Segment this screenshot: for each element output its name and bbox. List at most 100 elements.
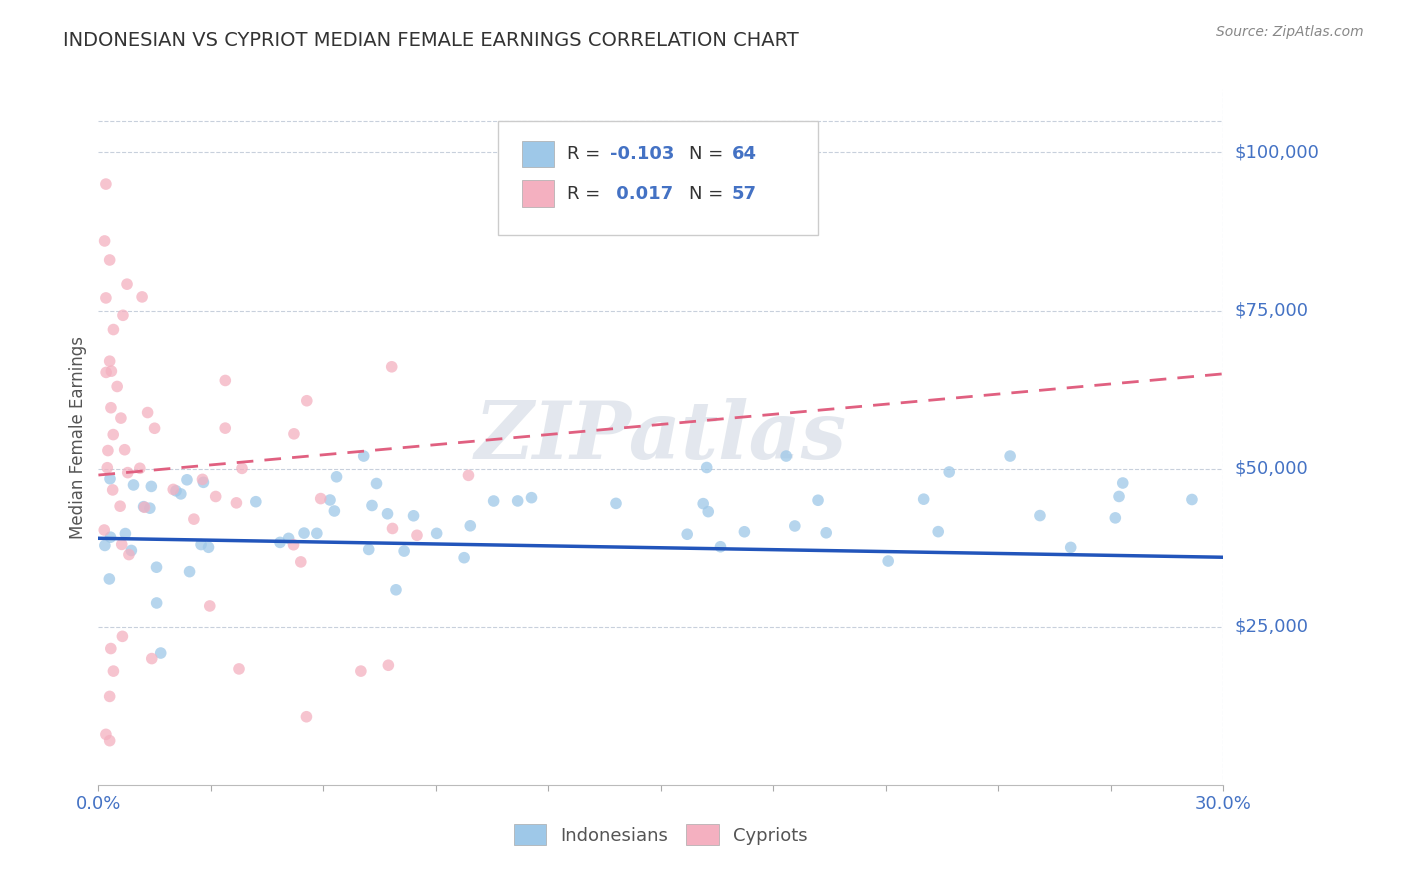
Point [100, 364, 122, 378]
Point [204, 490, 226, 504]
Point [295, 710, 318, 724]
Point [305, 526, 328, 541]
Point [93, 234, 115, 248]
Point [295, 393, 318, 408]
Point [453, 550, 475, 565]
Point [94, 727, 117, 741]
Point [269, 535, 291, 549]
Point [377, 507, 399, 521]
Point [100, 530, 122, 544]
Point [143, 421, 166, 435]
Point [325, 470, 347, 484]
Point [676, 527, 699, 541]
Point [149, 646, 172, 660]
Text: INDONESIAN VS CYPRIOT MEDIAN FEMALE EARNINGS CORRELATION CHART: INDONESIAN VS CYPRIOT MEDIAN FEMALE EARN… [63, 31, 799, 50]
Point [193, 475, 215, 490]
Point [998, 449, 1021, 463]
Point [361, 499, 384, 513]
Point [457, 468, 479, 483]
Point [807, 493, 830, 508]
Point [94, 177, 117, 191]
Legend: Indonesians, Cypriots: Indonesians, Cypriots [506, 817, 815, 853]
Point [709, 540, 731, 554]
Point [114, 526, 136, 541]
FancyBboxPatch shape [498, 120, 818, 235]
Point [98, 690, 121, 704]
Text: $50,000: $50,000 [1234, 459, 1308, 478]
Point [927, 524, 949, 539]
Point [179, 565, 201, 579]
Point [120, 543, 142, 558]
Point [696, 460, 718, 475]
Point [938, 465, 960, 479]
Point [141, 479, 163, 493]
Point [191, 472, 214, 486]
Point [198, 599, 221, 613]
Point [93, 523, 115, 537]
Point [111, 629, 134, 643]
Text: -0.103: -0.103 [610, 145, 675, 163]
Point [176, 473, 198, 487]
Point [877, 554, 900, 568]
Point [912, 492, 935, 507]
Point [101, 483, 124, 497]
Text: $75,000: $75,000 [1234, 301, 1309, 319]
Point [350, 664, 373, 678]
Point [402, 508, 425, 523]
Point [458, 518, 481, 533]
Text: 0.017: 0.017 [610, 185, 673, 202]
Point [385, 582, 408, 597]
Point [1029, 508, 1052, 523]
Point [228, 662, 250, 676]
Point [98, 733, 121, 747]
Point [136, 405, 159, 419]
Point [100, 641, 122, 656]
Point [122, 478, 145, 492]
Point [145, 596, 167, 610]
Bar [523, 141, 554, 167]
Point [1060, 541, 1083, 555]
Point [520, 491, 543, 505]
Text: ZIPatlas: ZIPatlas [475, 399, 846, 475]
Point [100, 401, 122, 415]
Point [110, 411, 132, 425]
Point [292, 526, 315, 541]
Point [111, 537, 134, 551]
Point [381, 521, 404, 535]
Point [165, 483, 187, 498]
Point [406, 528, 429, 542]
Point [775, 449, 797, 463]
Point [697, 505, 720, 519]
Point [128, 461, 150, 475]
Point [1112, 475, 1135, 490]
Point [605, 496, 627, 510]
Point [506, 494, 529, 508]
Text: Source: ZipAtlas.com: Source: ZipAtlas.com [1216, 25, 1364, 39]
Point [1108, 490, 1130, 504]
Point [114, 442, 136, 457]
Point [94, 538, 117, 552]
Text: 57: 57 [731, 185, 756, 202]
Point [98, 572, 121, 586]
Point [183, 512, 205, 526]
Point [103, 427, 125, 442]
Point [290, 555, 312, 569]
Point [319, 493, 342, 508]
Point [392, 544, 415, 558]
Point [353, 449, 375, 463]
Y-axis label: Median Female Earnings: Median Female Earnings [69, 335, 87, 539]
Point [132, 500, 155, 514]
Text: N =: N = [689, 185, 728, 202]
Point [97, 443, 120, 458]
Point [118, 548, 141, 562]
Point [117, 466, 139, 480]
Point [96, 460, 118, 475]
Point [366, 476, 388, 491]
Point [98, 354, 121, 368]
Text: N =: N = [689, 145, 728, 163]
Point [115, 277, 138, 292]
Point [377, 658, 399, 673]
Point [98, 472, 121, 486]
Point [1181, 492, 1204, 507]
Point [283, 426, 305, 441]
